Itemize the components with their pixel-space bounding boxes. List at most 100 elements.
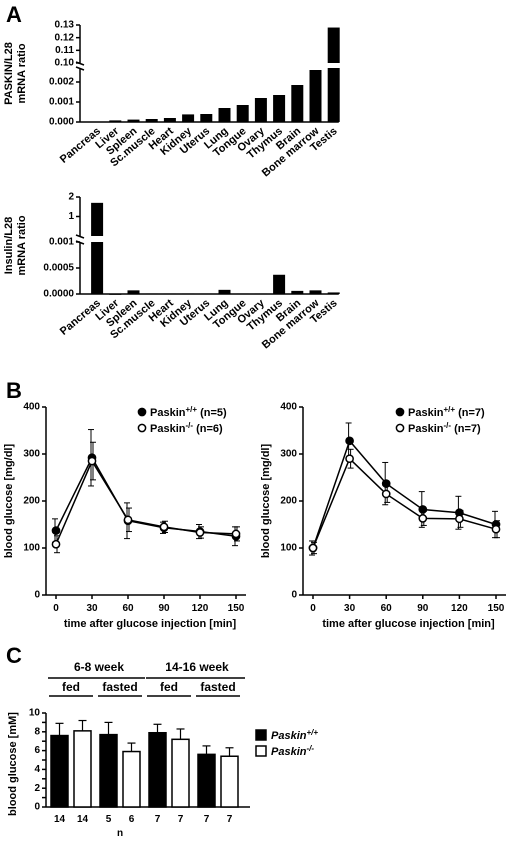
x-axis-label: time after glucose injection [min] <box>64 618 237 630</box>
y-tick-label: 300 <box>280 449 297 460</box>
legend-swatch <box>255 729 267 741</box>
y-tick-label: 10 <box>29 708 41 719</box>
series-line <box>55 456 237 537</box>
y-axis-label: PASKIN/L28 <box>3 42 15 105</box>
legend-label: Paskin-/- (n=6) <box>150 421 223 435</box>
y-tick-label: 0.10 <box>55 58 75 69</box>
bar <box>148 731 167 808</box>
legend-marker <box>137 407 147 417</box>
blood-glucose-bar-chart: 0 2 4 6 8 10 blood glucose [mM] 14 14 fed 5 6 fasted… <box>7 660 318 839</box>
y-tick-label: 2 <box>34 783 40 794</box>
age-group-label: 6-8 week <box>74 660 124 674</box>
y-tick-label: 0.001 <box>49 97 74 108</box>
bar <box>163 118 176 122</box>
bar <box>220 755 239 808</box>
bar <box>99 733 118 808</box>
data-point <box>381 489 391 499</box>
x-tick-label: 0 <box>53 603 59 614</box>
x-tick-label: 150 <box>488 603 505 614</box>
y-tick-label: 0.13 <box>55 20 75 31</box>
n-label: 6 <box>129 814 135 825</box>
x-tick-label: 90 <box>158 603 170 614</box>
y-tick-label: 0.001 <box>49 237 74 248</box>
data-point <box>51 539 61 549</box>
y-tick-label: 0 <box>34 802 40 813</box>
bar <box>236 105 249 122</box>
bar <box>273 95 286 122</box>
condition-label: fasted <box>102 680 137 694</box>
data-point <box>491 524 501 534</box>
bar <box>327 292 340 294</box>
bar <box>309 290 322 294</box>
y-axis-label: blood glucose [mg/dl] <box>3 444 15 559</box>
bar <box>109 120 122 122</box>
bar <box>197 753 216 808</box>
n-label: 7 <box>155 814 161 825</box>
y-axis-label: blood glucose [mg/dl] <box>260 444 272 559</box>
legend-swatch <box>255 745 267 757</box>
bar <box>218 108 231 122</box>
n-label: 7 <box>178 814 184 825</box>
y-tick-label: 400 <box>280 402 297 413</box>
x-tick-label: 30 <box>344 603 356 614</box>
data-point <box>345 454 354 464</box>
y-tick-label: 4 <box>34 764 40 775</box>
legend-label: Paskin+/+ (n=7) <box>408 405 485 419</box>
bar <box>291 85 304 122</box>
data-point <box>231 529 241 539</box>
y-tick-label: 200 <box>23 496 40 507</box>
y-tick-label: 0.0000 <box>43 289 74 300</box>
x-tick-label: 60 <box>381 603 393 614</box>
data-point <box>51 526 61 535</box>
bar <box>200 293 213 295</box>
bar <box>254 98 267 122</box>
x-tick-label: 150 <box>228 603 245 614</box>
legend-marker <box>395 423 405 433</box>
x-tick-label: 0 <box>310 603 316 614</box>
x-tick-label: 30 <box>86 603 98 614</box>
bar <box>109 294 122 295</box>
legend-marker <box>395 407 405 417</box>
legend-label: Paskin+/+ (n=5) <box>150 405 227 419</box>
bar <box>145 293 158 295</box>
data-point <box>87 456 97 466</box>
n-label: 14 <box>77 814 89 825</box>
y-tick-label: 0 <box>291 590 297 601</box>
legend-marker <box>137 423 147 433</box>
paskin-expression-chart: 0.0000.0010.0020.100.110.120.13PancreasL… <box>3 20 340 179</box>
data-point <box>123 515 133 525</box>
y-tick-label: 100 <box>280 543 297 554</box>
y-tick-label: 0.002 <box>49 77 74 88</box>
y-tick-label: 0.0005 <box>43 263 74 274</box>
data-point <box>455 514 464 524</box>
y-tick-label: 100 <box>23 543 40 554</box>
glucose-tolerance-chart-right: 0 100 200 300 400 0 30 60 90 120 150 time after glu… <box>260 402 506 630</box>
y-tick-label: 2 <box>68 192 74 203</box>
data-point <box>381 479 391 488</box>
legend-label: Paskin-/- <box>271 744 314 758</box>
data-point <box>418 514 428 523</box>
n-label: 7 <box>227 814 233 825</box>
series-line <box>312 457 497 549</box>
legend-label: Paskin+/+ <box>271 728 318 742</box>
bar <box>91 121 104 123</box>
bar <box>122 750 141 808</box>
data-point <box>418 505 428 514</box>
y-axis-label: mRNA ratio <box>16 43 28 103</box>
y-tick-label: 0 <box>34 590 40 601</box>
bar <box>236 293 249 295</box>
n-label: 14 <box>54 814 66 825</box>
panel-letter-a: A <box>6 2 22 27</box>
y-tick-label: 0.12 <box>55 32 75 43</box>
bar <box>163 293 176 295</box>
bar <box>171 738 190 808</box>
bar <box>73 730 92 808</box>
age-group-label: 14-16 week <box>165 660 229 674</box>
panel-letter-b: B <box>6 378 22 403</box>
bar <box>291 290 304 294</box>
y-tick-label: 0.000 <box>49 117 74 128</box>
y-tick-label: 1 <box>68 211 74 222</box>
panel-letter-c: C <box>6 643 22 668</box>
bar <box>127 290 140 294</box>
